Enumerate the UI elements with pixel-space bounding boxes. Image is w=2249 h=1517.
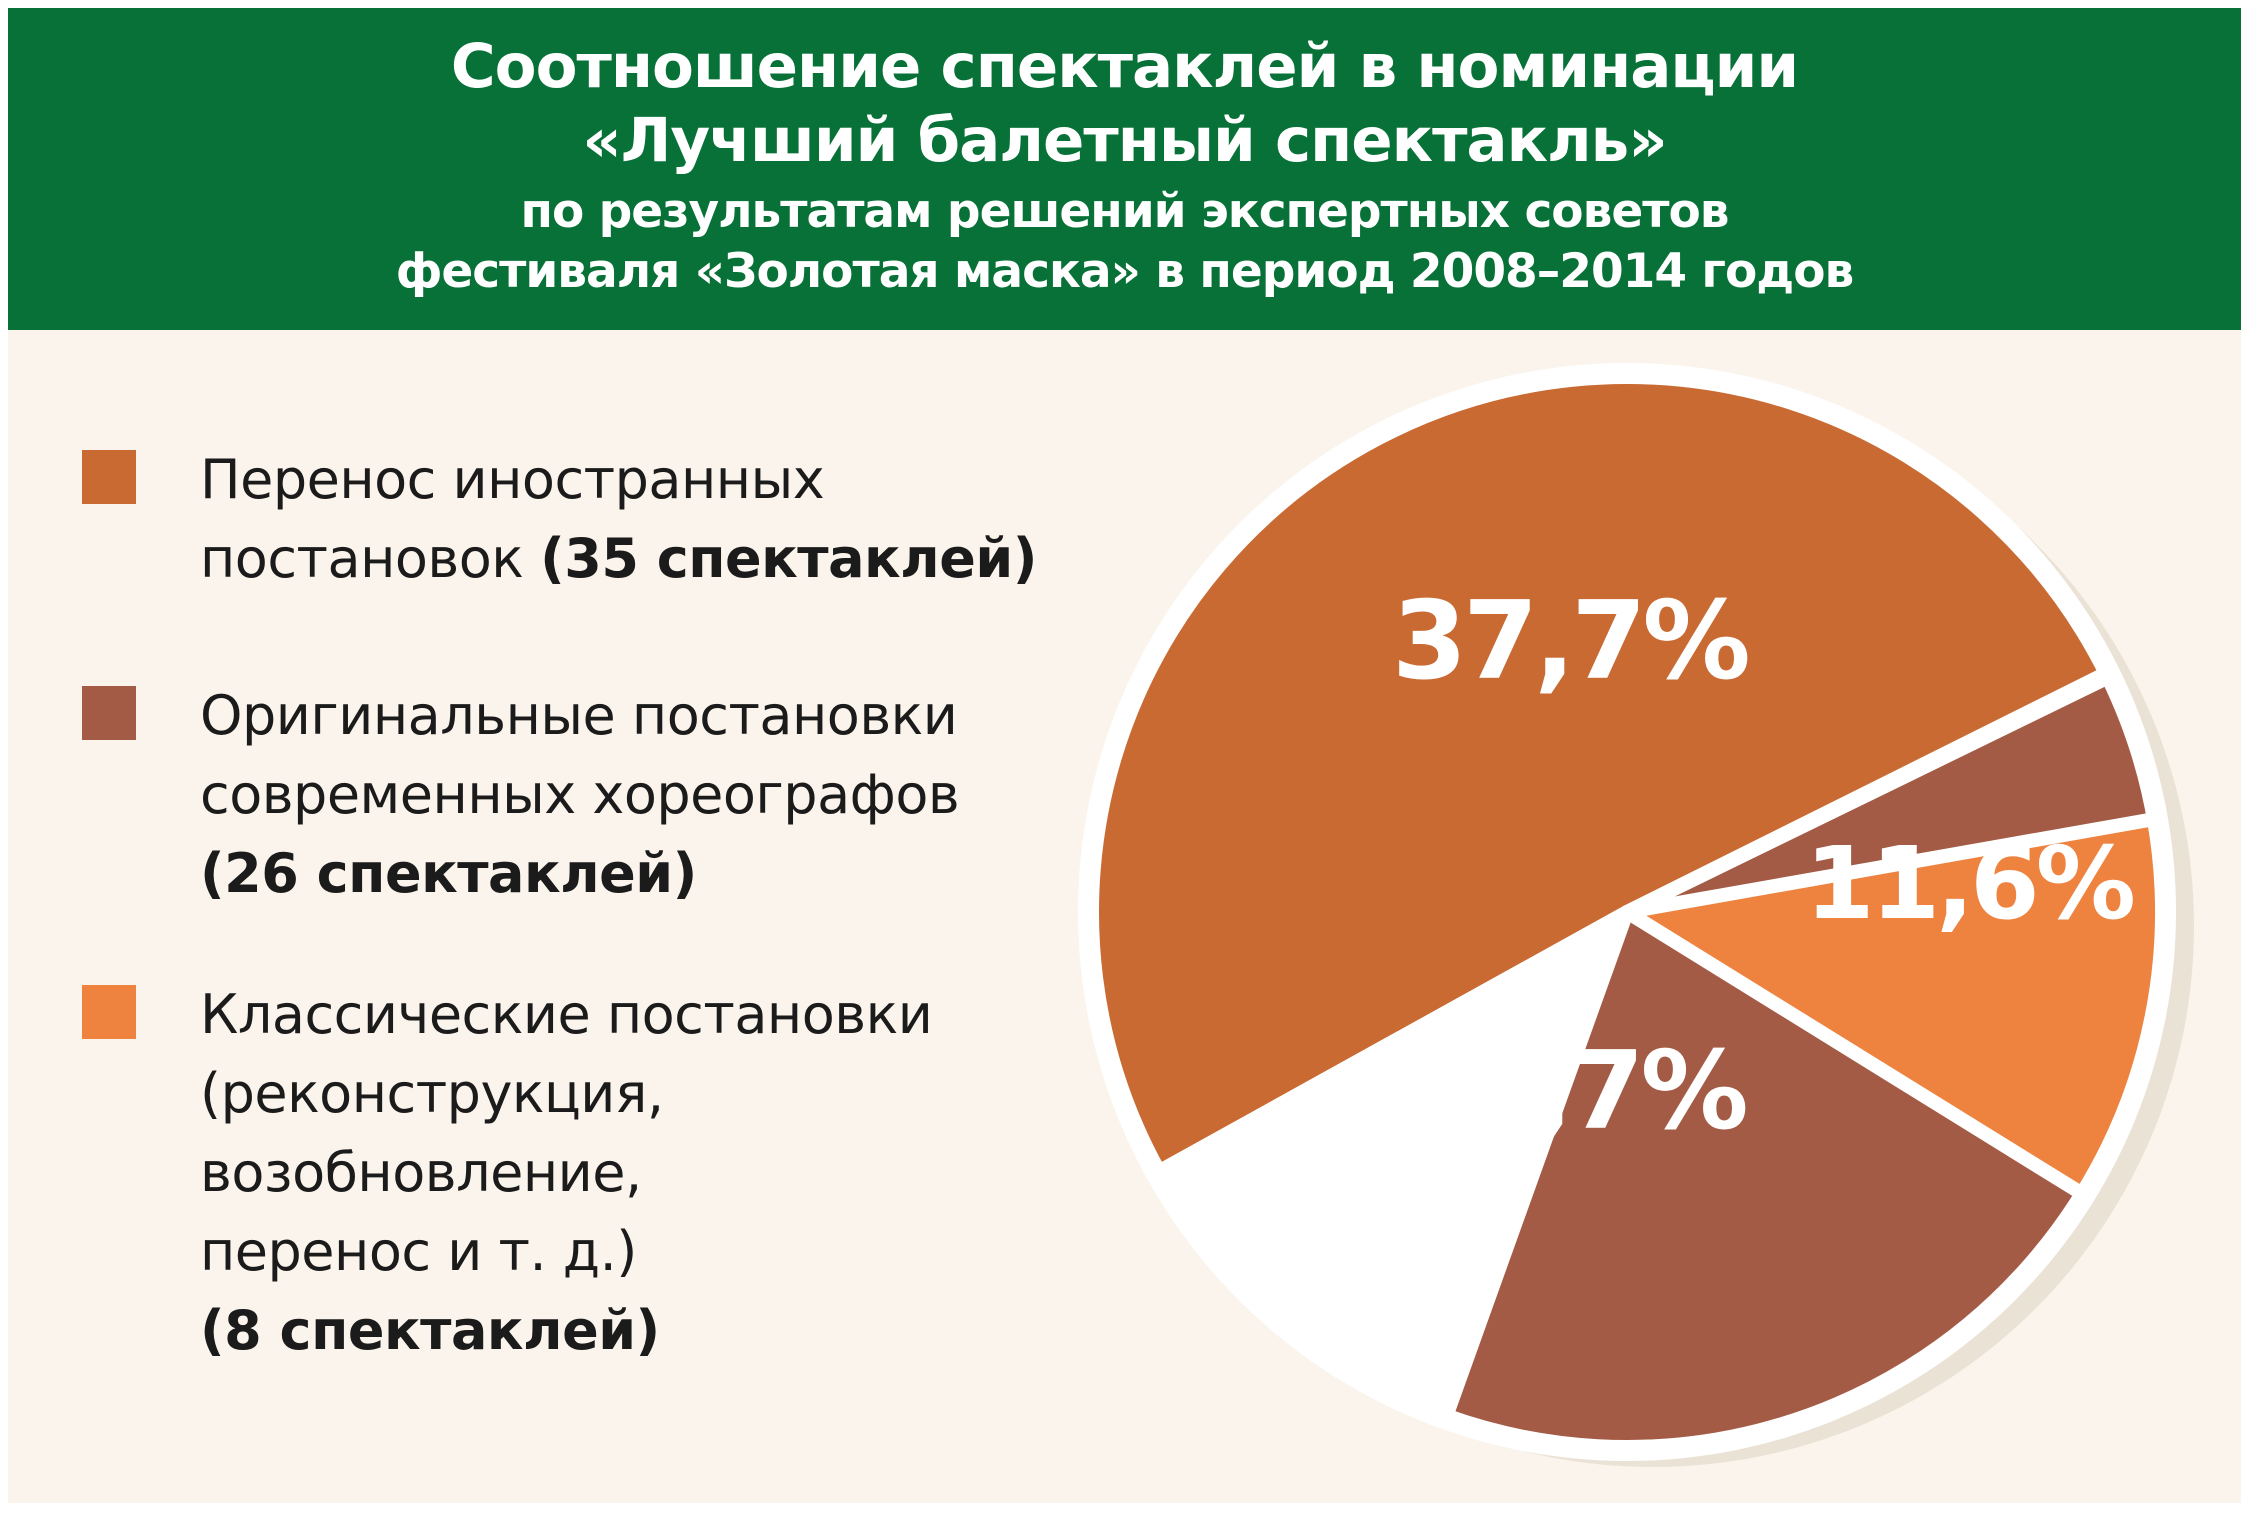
legend-count: (35 спектаклей) (540, 527, 1037, 590)
pie-slice-classical (1620, 812, 2169, 1201)
legend-label-line: Перенос иностранных (200, 448, 825, 511)
pie-label-classical: 11,6% (1805, 825, 2134, 942)
legend-label-line: перенос и т. д.) (200, 1220, 637, 1283)
chart-subtitle-line-2: фестиваля «Золотая маска» в период 2008–… (395, 244, 1855, 299)
chart-header: Соотношение спектаклей в номинации «Лучш… (8, 8, 2241, 330)
legend-count: (26 спектаклей) (200, 842, 697, 905)
legend-item-classical: Классические постановки (реконструкция, … (82, 975, 1142, 1370)
pie-label-foreign-transfers: 50,7% (1390, 1029, 1745, 1154)
legend-count: (8 спектаклей) (200, 1299, 660, 1362)
legend-label-line: Оригинальные постановки (200, 684, 958, 747)
legend-swatch-foreign-transfers (82, 450, 136, 504)
legend-swatch-classical (82, 985, 136, 1039)
pie-slice-foreign-transfers (1084, 369, 2113, 1179)
legend-item-foreign-transfers: Перенос иностранных постановок (35 спект… (82, 440, 1142, 598)
chart-title-line-2: «Лучший балетный спектакль» (582, 105, 1667, 176)
chart-subtitle-line-1: по результатам решений экспертных совето… (520, 184, 1730, 239)
pie-label-original-choreographers: 37,7% (1392, 579, 1747, 704)
legend-label-line: современных хореографов (200, 763, 960, 826)
legend-label-line: возобновление, (200, 1141, 642, 1204)
legend-swatch-original-choreographers (82, 686, 136, 740)
legend-label-line: постановок (200, 527, 524, 590)
legend-label-line: Классические постановки (200, 983, 933, 1046)
legend-label-line: (реконструкция, (200, 1062, 664, 1125)
chart-legend: Перенос иностранных постановок (35 спект… (82, 440, 1142, 1448)
legend-item-original-choreographers: Оригинальные постановки современных хоре… (82, 676, 1142, 913)
chart-title-line-1: Соотношение спектаклей в номинации (450, 31, 1799, 102)
